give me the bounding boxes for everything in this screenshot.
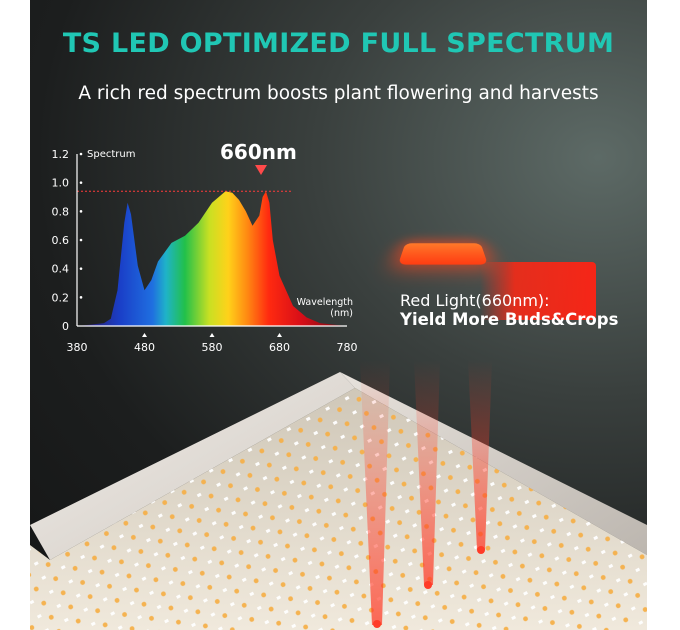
red-ray-3	[468, 360, 492, 550]
y-tick-label: 1.2	[52, 148, 70, 161]
grow-light-panel	[30, 360, 647, 630]
red-led-chip-icon	[398, 243, 488, 265]
spectrum-chart: 0 0.2 0.4 0.6 0.8 1.0 1.2 380 480 580 680 780 Spec…	[52, 148, 358, 354]
y-tick-label: 1.0	[52, 177, 70, 190]
page-title: TS LED OPTIMIZED FULL SPECTRUM	[62, 28, 615, 59]
y-tick-label: 0.6	[52, 234, 70, 247]
x-tick-label: 580	[202, 341, 223, 354]
x-tick-mark	[142, 333, 147, 337]
yield-benefit-text: Yield More Buds&Crops	[400, 310, 619, 329]
frame-left-edge	[30, 372, 355, 560]
y-tick-label: 0.8	[52, 205, 70, 218]
led-array	[30, 388, 647, 630]
y-tick-mark	[79, 210, 83, 213]
peak-marker-icon	[255, 165, 267, 175]
y-axis-label: Spectrum	[87, 149, 135, 160]
red-light-label: Red Light(660nm):	[400, 291, 550, 310]
x-tick-label: 680	[269, 341, 290, 354]
x-tick-label: 480	[134, 341, 155, 354]
spectrum-area	[77, 191, 347, 326]
y-tick-mark	[79, 152, 83, 156]
y-tick-mark	[79, 296, 83, 299]
y-tick-label: 0.2	[52, 291, 70, 304]
red-diode-3	[477, 546, 485, 554]
x-tick-mark	[209, 333, 215, 337]
red-diode-1	[373, 620, 381, 628]
x-axis-label-line1: Wavelength	[297, 297, 353, 308]
x-tick-label: 780	[337, 341, 358, 354]
y-tick-mark	[79, 267, 83, 270]
y-tick-mark	[79, 181, 83, 184]
red-ray-1	[360, 360, 390, 625]
red-diode-2	[424, 581, 432, 589]
red-ray-2	[414, 360, 440, 585]
x-axis-label-line2: (nm)	[330, 308, 353, 319]
y-tick-label: 0	[62, 320, 69, 333]
peak-wavelength-label: 660nm	[220, 140, 297, 164]
x-tick-mark	[277, 333, 282, 337]
red-light-beam	[480, 262, 596, 320]
x-tick-label: 380	[67, 341, 88, 354]
product-banner: TS LED OPTIMIZED FULL SPECTRUM A rich re…	[30, 0, 647, 630]
y-tick-mark	[79, 238, 83, 242]
page-subtitle: A rich red spectrum boosts plant floweri…	[78, 83, 599, 104]
y-tick-label: 0.4	[52, 263, 70, 276]
